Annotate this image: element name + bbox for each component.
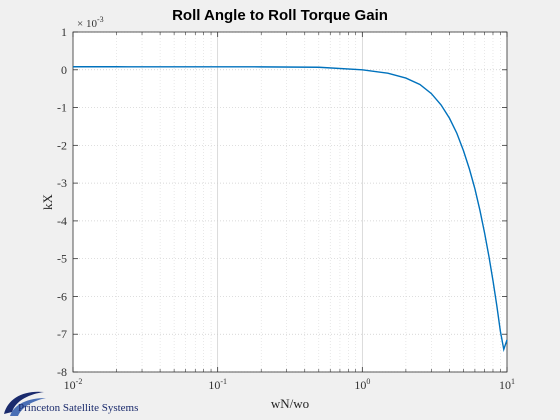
plot-background <box>73 32 507 372</box>
y-tick-label: -7 <box>57 327 67 341</box>
x-tick-label: 10-2 <box>64 377 83 392</box>
logo-text: Princeton Satellite Systems <box>18 402 138 414</box>
logo: Princeton Satellite Systems <box>4 391 138 416</box>
y-tick-label: 1 <box>61 25 67 39</box>
x-tick-label: 100 <box>354 377 370 392</box>
x-tick-label-base: 10 <box>208 378 220 392</box>
x-tick-label: 101 <box>499 377 515 392</box>
logo-swoosh-icon <box>4 391 44 414</box>
x-tick-label: 10-1 <box>208 377 227 392</box>
series-line <box>73 66 508 353</box>
logo-swoosh-accent-icon <box>10 398 46 416</box>
y-tick-label: -6 <box>57 289 67 303</box>
y-axis-label: kX <box>40 193 55 210</box>
x-tick-label-base: 10 <box>64 378 76 392</box>
x-tick-label-exponent: 0 <box>366 377 370 386</box>
x-tick-label-exponent: -2 <box>76 377 83 386</box>
y-tick-label: 0 <box>61 63 67 77</box>
y-exponent-power: -3 <box>97 15 104 24</box>
plot-frame <box>72 31 508 373</box>
y-tick-label: -5 <box>57 252 67 266</box>
y-exponent-label: × 10-3 <box>77 15 104 30</box>
x-tick-label-base: 10 <box>354 378 366 392</box>
chart-title: Roll Angle to Roll Torque Gain <box>172 7 388 24</box>
y-tick-label: -4 <box>57 214 67 228</box>
y-tick-label: -3 <box>57 176 67 190</box>
y-tick-label: -2 <box>57 138 67 152</box>
x-axis-label: wN/wo <box>271 396 309 411</box>
x-tick-label-base: 10 <box>499 378 511 392</box>
x-tick-label-exponent: -1 <box>220 377 227 386</box>
y-exponent-base: × 10 <box>77 18 97 30</box>
ticks <box>72 31 508 373</box>
y-tick-label: -8 <box>57 365 67 379</box>
y-tick-label: -1 <box>57 101 67 115</box>
x-tick-label-exponent: 1 <box>511 377 515 386</box>
